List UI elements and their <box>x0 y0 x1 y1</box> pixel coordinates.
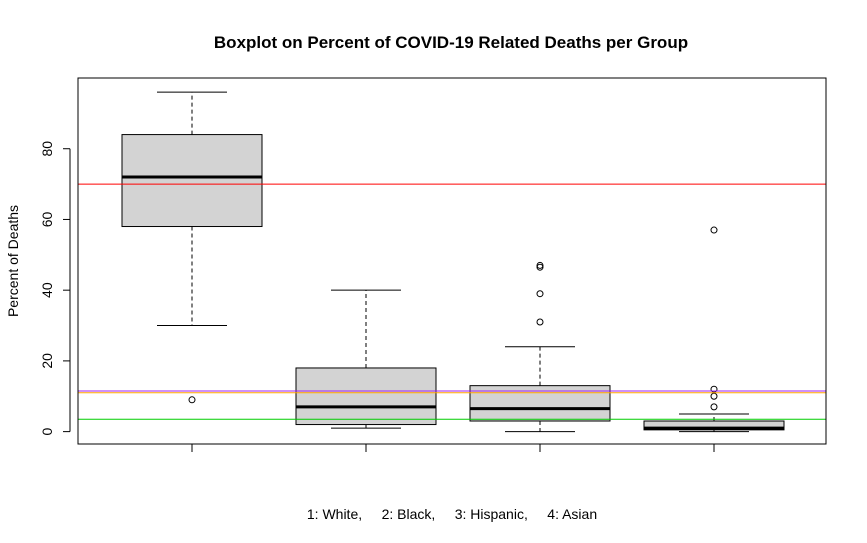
box-hispanic <box>469 261 611 433</box>
outlier-point <box>536 290 544 298</box>
box-iqr <box>469 385 611 422</box>
y-tick-label: 20 <box>39 353 55 369</box>
box-white <box>121 91 263 404</box>
box-iqr <box>643 420 785 431</box>
outlier-point <box>710 385 718 393</box>
box-iqr <box>295 367 437 426</box>
y-tick-label: 40 <box>39 282 55 298</box>
y-tick-label: 80 <box>39 141 55 157</box>
outlier-point <box>710 226 718 234</box>
box-iqr <box>121 134 263 228</box>
chart-title: Boxplot on Percent of COVID-19 Related D… <box>214 33 688 52</box>
plot-frame <box>77 77 827 445</box>
x-axis-label: 1: White, 2: Black, 3: Hispanic, 4: Asia… <box>307 506 597 522</box>
y-axis-label: Percent of Deaths <box>5 205 21 317</box>
box-asian <box>643 226 785 433</box>
y-tick-label: 60 <box>39 211 55 227</box>
y-tick-label: 0 <box>39 428 55 436</box>
outlier-point <box>536 261 544 269</box>
box-black <box>295 289 437 429</box>
outlier-point <box>710 392 718 400</box>
outlier-point <box>188 396 196 404</box>
plot-area: 0 20 40 60 80 <box>39 91 826 452</box>
outlier-point <box>710 403 718 411</box>
outlier-point <box>536 318 544 326</box>
